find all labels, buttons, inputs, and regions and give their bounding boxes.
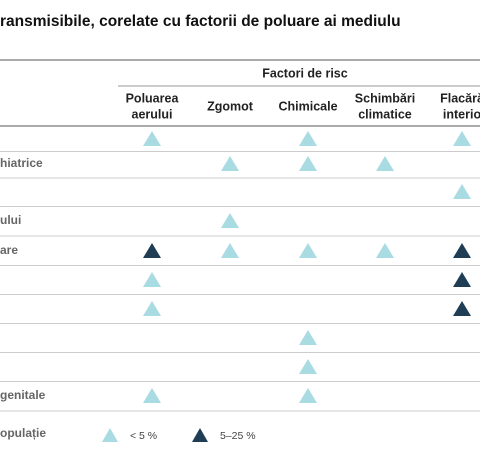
column-header: Zgomot	[207, 99, 254, 113]
triangle	[221, 213, 239, 228]
triangle	[221, 156, 239, 171]
triangle	[299, 388, 317, 403]
triangle	[299, 330, 317, 345]
column-header: Poluarea	[126, 91, 180, 105]
row-label: genitale	[0, 388, 46, 402]
triangle	[143, 301, 161, 316]
title: ransmisibile, corelate cu factorii de po…	[0, 13, 401, 30]
legend-label: 5–25 %	[220, 430, 256, 442]
row-label: ului	[0, 213, 21, 227]
column-header: Schimbări	[355, 91, 415, 105]
triangle	[453, 243, 471, 258]
triangle	[376, 156, 394, 171]
triangle	[221, 243, 239, 258]
triangle	[453, 272, 471, 287]
legend-symbol	[192, 428, 208, 442]
group-header: Factori de risc	[262, 66, 347, 80]
column-header: interio	[443, 107, 480, 121]
triangle	[143, 388, 161, 403]
triangle	[143, 131, 161, 146]
column-header: Chimicale	[278, 99, 337, 113]
triangle	[376, 243, 394, 258]
column-header: Flacără	[440, 91, 480, 105]
legend-title: opulație	[0, 426, 46, 440]
row-label: hiatrice	[0, 156, 43, 170]
column-header: aerului	[132, 107, 173, 121]
legend-label: < 5 %	[130, 430, 157, 442]
triangle	[453, 131, 471, 146]
column-header: climatice	[358, 107, 412, 121]
triangle	[143, 272, 161, 287]
triangle	[299, 131, 317, 146]
triangle	[453, 301, 471, 316]
triangle	[299, 359, 317, 374]
row-label: are	[0, 243, 18, 257]
legend-symbol	[102, 428, 118, 442]
triangle	[453, 184, 471, 199]
triangle	[299, 156, 317, 171]
triangle	[143, 243, 161, 258]
triangle	[299, 243, 317, 258]
